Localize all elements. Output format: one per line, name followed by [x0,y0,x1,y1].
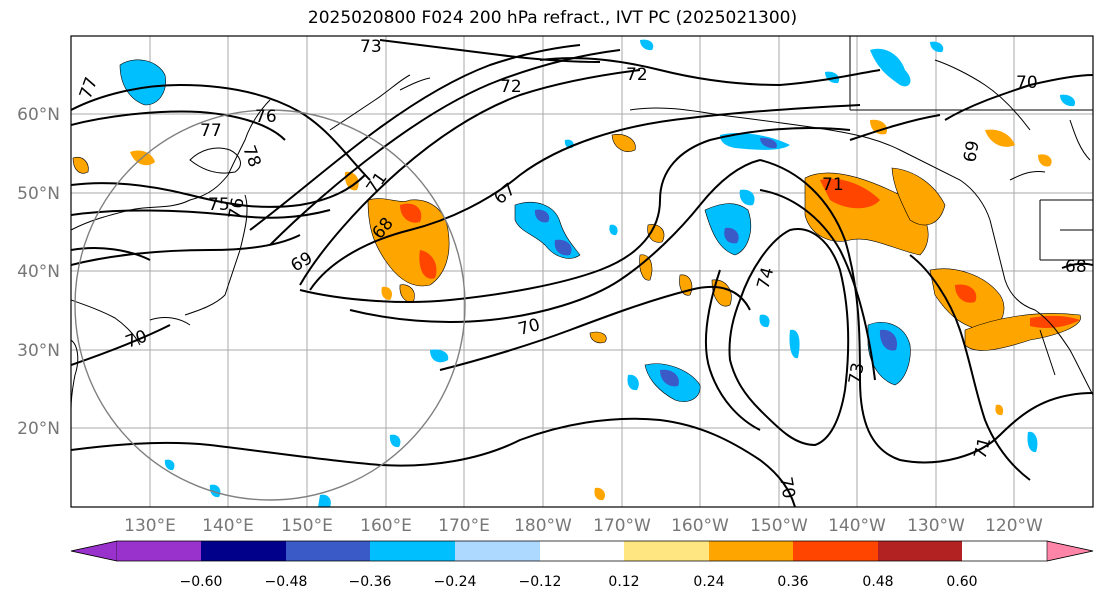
longitude-labels: 130°E 140°E 150°E 160°E 170°E 180°W 170°… [124,516,1043,536]
contour-label: 72 [626,65,648,85]
colorbar-extend-max [1046,540,1094,562]
lat-label: 20°N [17,419,60,439]
colorbar-segment [286,541,370,561]
lat-label: 40°N [17,262,60,282]
colorbar-tick-label: −0.24 [434,574,477,590]
lon-label: 140°E [202,516,254,536]
contour-label: 70 [775,475,798,500]
contour-label: 76 [225,196,248,221]
colorbar-tick-label: −0.12 [519,574,562,590]
colorbar-segment [201,541,286,561]
map-border [70,35,1094,508]
contour-label: 71 [822,175,844,195]
colorbar-segment [878,541,962,561]
lon-label: 150°E [281,516,333,536]
contour-label: 77 [200,121,222,141]
colorbar-tick-label: −0.48 [265,574,308,590]
colorbar-outline [70,540,1094,562]
colorbar-segment [455,541,540,561]
contour-label: 76 [255,107,277,127]
contour-label: 73 [845,361,868,386]
colorbar [70,540,1094,562]
coastlines [71,36,1093,411]
colorbar-tick-label: 0.24 [693,574,724,590]
lon-label: 120°W [985,516,1043,536]
lon-label: 160°W [671,516,729,536]
colorbar-tick-labels: −0.60 −0.48 −0.36 −0.24 −0.12 0.12 0.24 … [180,574,978,590]
colorbar-tick-label: 0.48 [862,574,893,590]
contour-label: 75 [208,195,230,215]
lon-label: 130°W [907,516,965,536]
contour-label: 69 [960,139,983,164]
lon-label: 160°E [360,516,412,536]
lon-label: 180°W [514,516,572,536]
lon-label: 150°W [750,516,808,536]
contour-label: 68 [1065,257,1087,277]
colorbar-tick-label: 0.60 [946,574,977,590]
colorbar-segment [793,541,878,561]
colorbar-tick-label: −0.60 [180,574,223,590]
lat-label: 50°N [17,184,60,204]
colorbar-tick-label: 0.12 [608,574,639,590]
lon-label: 170°E [438,516,490,536]
lat-label: 60°N [17,105,60,125]
colorbar-segment [370,541,455,561]
colorbar-tick-label: −0.36 [349,574,392,590]
latitude-labels: 60°N 50°N 40°N 30°N 20°N [17,105,60,439]
colorbar-segment [709,541,793,561]
lat-label: 30°N [17,341,60,361]
radius-circle [74,109,466,501]
lon-label: 130°E [124,516,176,536]
colorbar-segment [624,541,709,561]
contour-label: 73 [360,37,382,57]
colorbar-segment [540,541,624,561]
lon-label: 140°W [828,516,886,536]
ivt-shading [72,39,1081,507]
colorbar-extend-min [70,540,118,562]
colorbar-tick-label: 0.36 [777,574,808,590]
refractivity-contours [71,39,1093,507]
contour-label: 72 [500,77,522,97]
contour-label: 70 [1016,73,1038,93]
map-title: 2025020800 F024 200 hPa refract., IVT PC… [307,8,798,28]
lon-label: 170°W [593,516,651,536]
colorbar-segment [117,541,201,561]
